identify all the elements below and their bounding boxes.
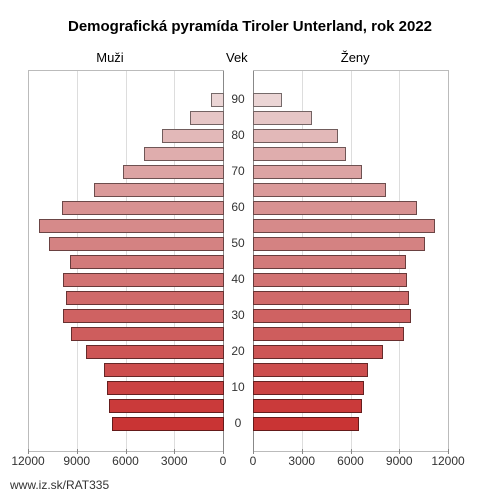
age-tick-label: 30: [223, 308, 253, 322]
bar-female: [253, 291, 409, 305]
age-tick-label: 40: [223, 272, 253, 286]
bar-male: [49, 237, 225, 251]
bar-male: [66, 291, 224, 305]
x-tick-label: 0: [250, 454, 257, 468]
panel-male: [28, 70, 224, 452]
age-tick-label: 0: [223, 416, 253, 430]
bar-female: [253, 417, 359, 431]
footer-source: www.iz.sk/RAT335: [10, 478, 109, 492]
bar-male: [86, 345, 224, 359]
bar-female: [253, 363, 368, 377]
bar-female: [253, 399, 362, 413]
x-tick-label: 12000: [11, 454, 44, 468]
panel-female: [253, 70, 449, 452]
label-male: Muži: [96, 50, 123, 65]
bar-male: [94, 183, 224, 197]
bar-female: [253, 273, 407, 287]
bar-male: [109, 399, 224, 413]
age-tick-label: 10: [223, 380, 253, 394]
bar-female: [253, 165, 362, 179]
bar-female: [253, 129, 338, 143]
bar-female: [253, 327, 404, 341]
bar-female: [253, 255, 406, 269]
bar-male: [123, 165, 224, 179]
bar-male: [70, 255, 224, 269]
bar-female: [253, 147, 346, 161]
age-tick-label: 90: [223, 92, 253, 106]
bar-female: [253, 183, 386, 197]
x-tick-label: 9000: [386, 454, 413, 468]
x-tick-label: 12000: [431, 454, 464, 468]
x-tick-label: 9000: [63, 454, 90, 468]
x-tick-label: 6000: [112, 454, 139, 468]
x-tick-label: 0: [220, 454, 227, 468]
panel-center: 0 10 20 30 40 50 60 70 80 90: [223, 70, 253, 450]
chart-stage: Demografická pyramída Tiroler Unterland,…: [0, 0, 500, 500]
age-tick-label: 50: [223, 236, 253, 250]
bar-female: [253, 201, 417, 215]
label-female: Ženy: [341, 50, 370, 65]
bar-female: [253, 93, 282, 107]
bar-male: [162, 129, 224, 143]
bar-female: [253, 309, 411, 323]
bar-female: [253, 345, 383, 359]
bar-male: [104, 363, 224, 377]
chart-title: Demografická pyramída Tiroler Unterland,…: [0, 18, 500, 35]
bar-male: [112, 417, 224, 431]
x-tick-label: 3000: [161, 454, 188, 468]
bar-female: [253, 237, 425, 251]
bar-male: [107, 381, 224, 395]
bar-male: [39, 219, 224, 233]
label-age: Vek: [226, 50, 248, 65]
bar-male: [63, 273, 224, 287]
bar-male: [62, 201, 225, 215]
bar-female: [253, 219, 435, 233]
age-tick-label: 60: [223, 200, 253, 214]
age-tick-label: 70: [223, 164, 253, 178]
bar-male: [144, 147, 224, 161]
age-tick-label: 80: [223, 128, 253, 142]
bar-female: [253, 381, 364, 395]
age-tick-label: 20: [223, 344, 253, 358]
bar-male: [190, 111, 224, 125]
bar-female: [253, 111, 312, 125]
bar-male: [63, 309, 224, 323]
bar-male: [71, 327, 224, 341]
x-tick-label: 3000: [288, 454, 315, 468]
x-tick-label: 6000: [337, 454, 364, 468]
